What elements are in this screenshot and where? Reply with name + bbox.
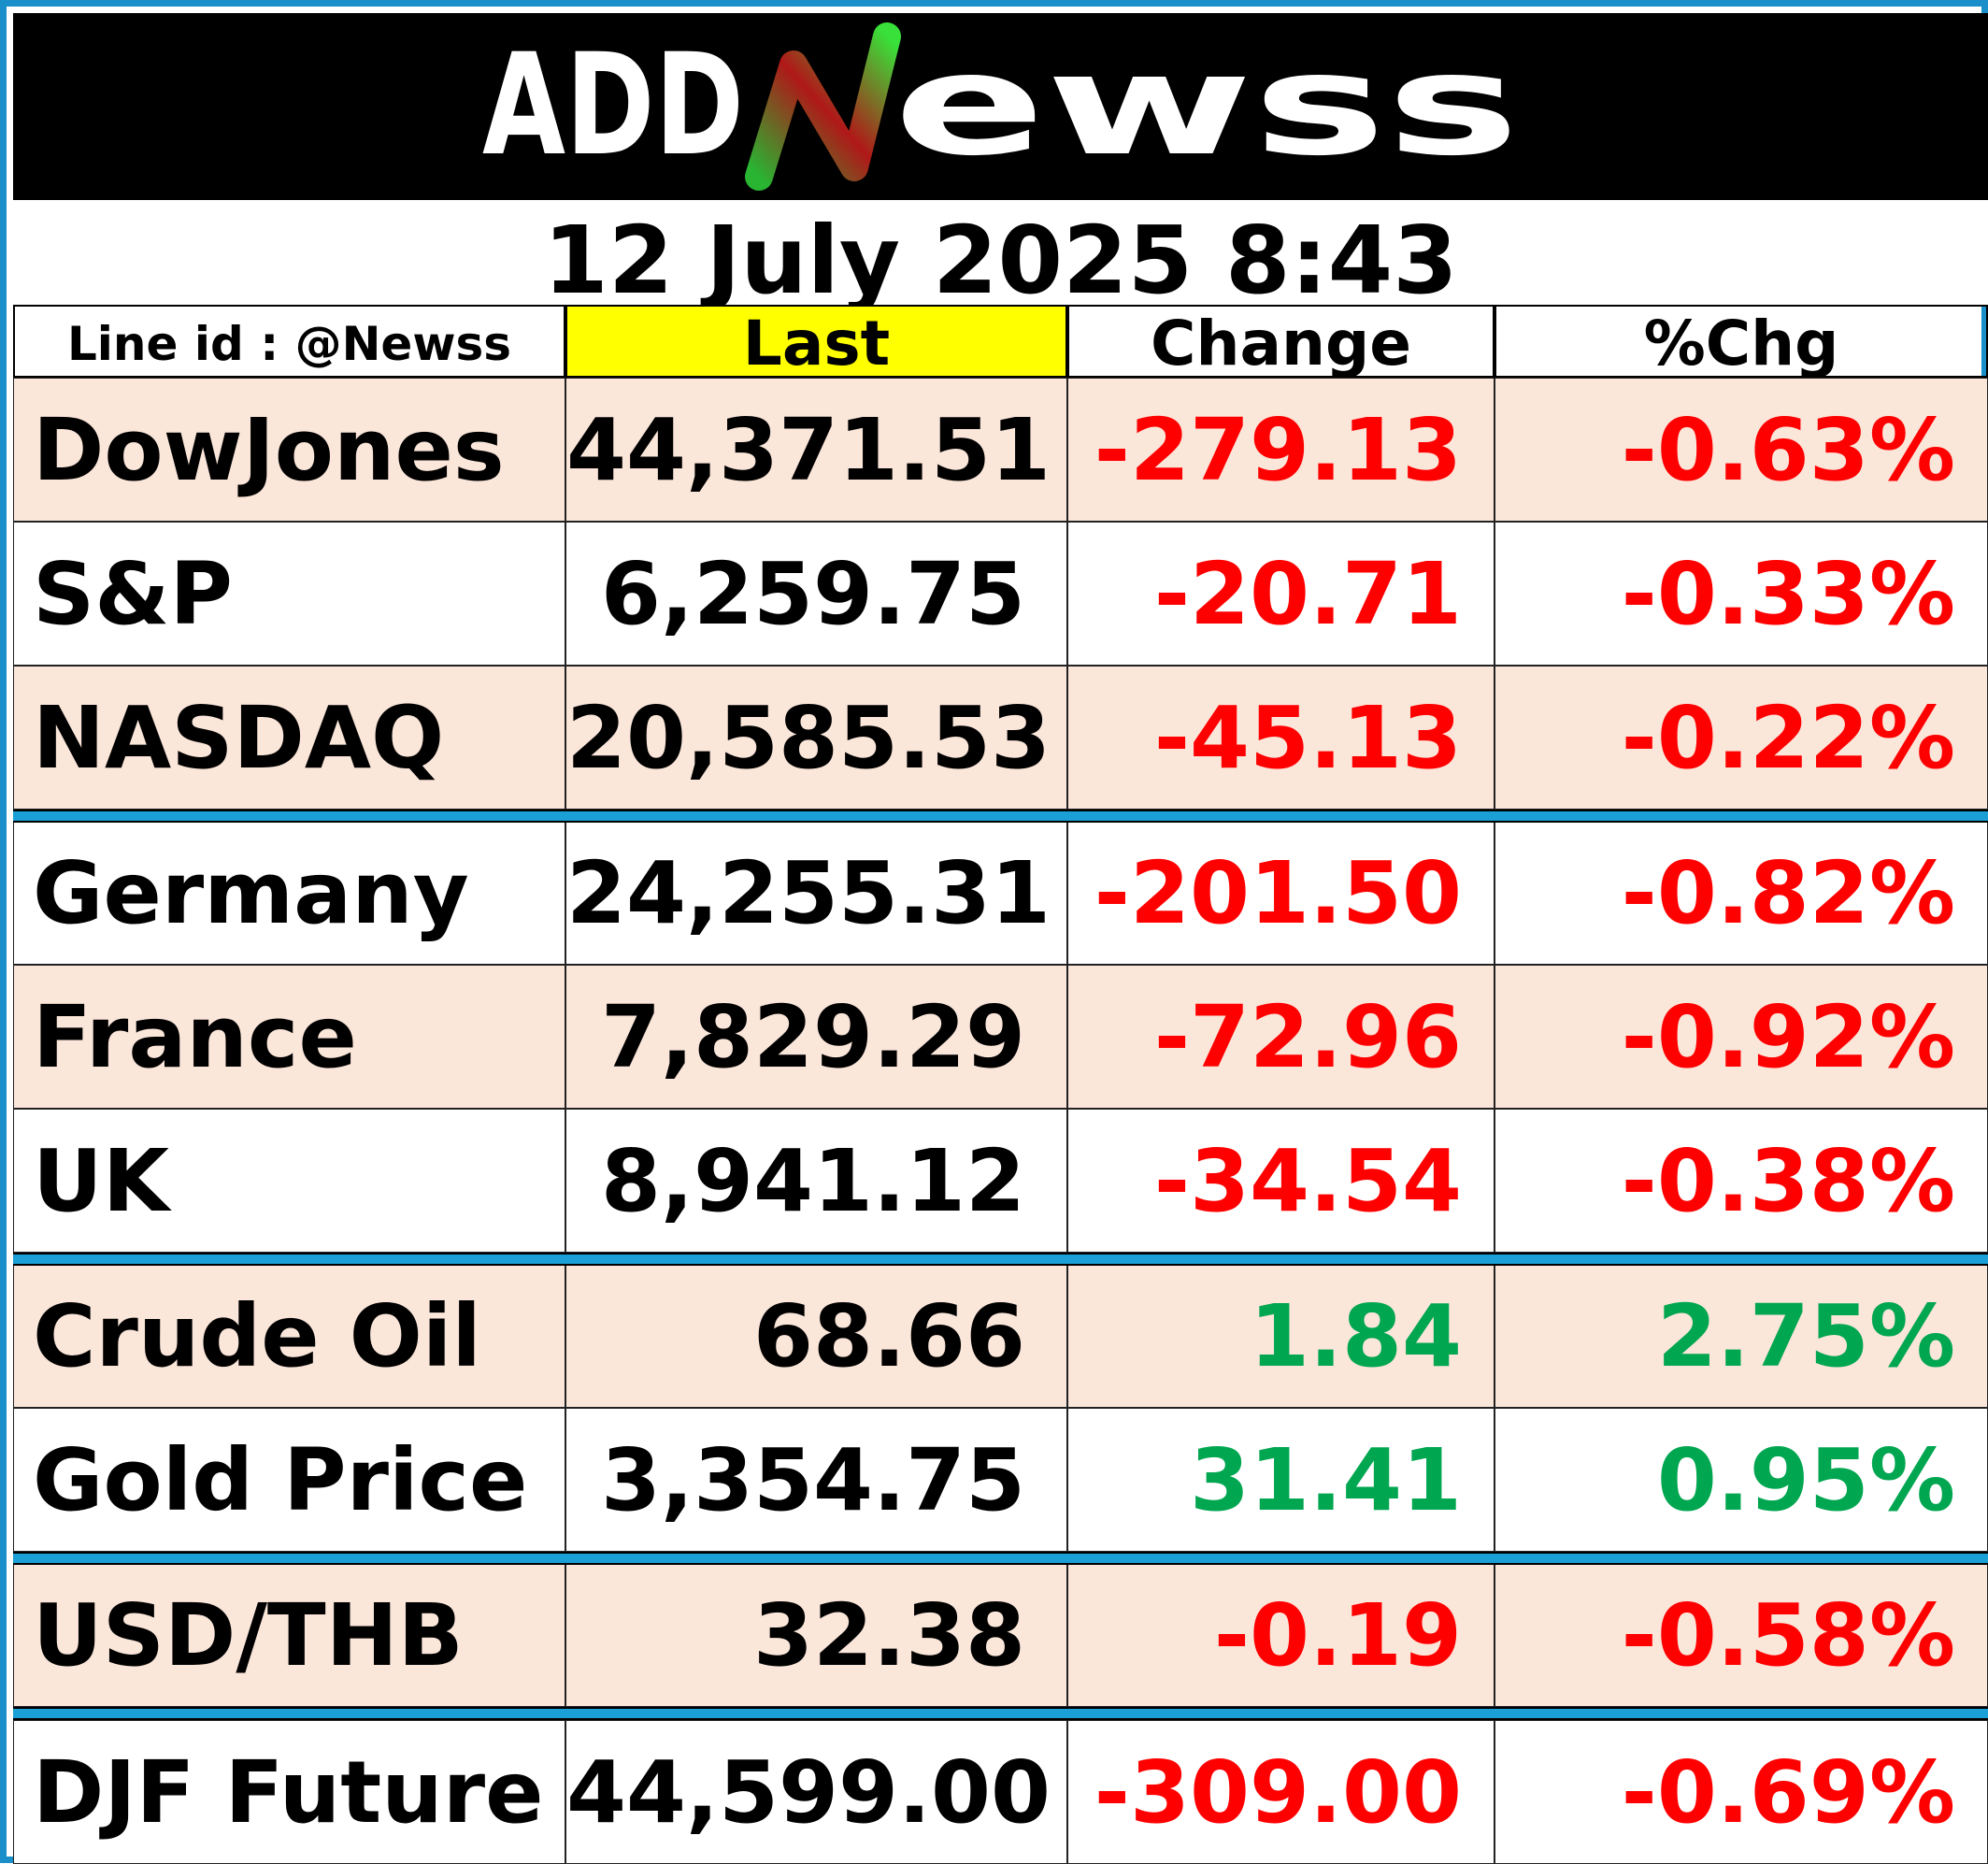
row-pct-change: -0.38%	[1495, 1109, 1988, 1253]
table-row: DowJones 44,371.51 -279.13 -0.63%	[13, 378, 1988, 522]
row-last: 32.38	[565, 1563, 1067, 1707]
section-separator	[13, 1552, 1988, 1565]
table-row: Crude Oil 68.66 1.84 2.75%	[13, 1264, 1988, 1408]
table-row: Gold Price 3,354.75 31.41 0.95%	[13, 1408, 1988, 1552]
table-row: Germany 24,255.31 -201.50 -0.82%	[13, 821, 1988, 965]
row-pct-change: -0.33%	[1495, 522, 1988, 666]
row-pct-change: 0.95%	[1495, 1408, 1988, 1552]
row-last: 8,941.12	[565, 1109, 1067, 1253]
row-change: -279.13	[1067, 378, 1495, 522]
addnewss-logo: ADD ewss	[482, 22, 1520, 191]
row-name: DJF Future	[13, 1720, 565, 1864]
row-name: S&P	[13, 522, 565, 666]
header-change: Change	[1067, 305, 1495, 378]
row-name: Germany	[13, 821, 565, 965]
logo-letter-n-graphic	[745, 22, 901, 191]
table-row: USD/THB 32.38 -0.19 -0.58%	[13, 1563, 1988, 1707]
row-last: 6,259.75	[565, 522, 1067, 666]
row-change: -309.00	[1067, 1720, 1495, 1864]
section-separator	[13, 1253, 1988, 1266]
row-name: Crude Oil	[13, 1264, 565, 1408]
row-last: 7,829.29	[565, 965, 1067, 1109]
header-last: Last	[565, 305, 1067, 378]
row-name: DowJones	[13, 378, 565, 522]
table-row: DJF Future 44,599.00 -309.00 -0.69%	[13, 1720, 1988, 1864]
row-name: Gold Price	[13, 1408, 565, 1552]
table-row: NASDAQ 20,585.53 -45.13 -0.22%	[13, 666, 1988, 810]
row-pct-change: -0.22%	[1495, 666, 1988, 810]
row-pct-change: -0.82%	[1495, 821, 1988, 965]
row-pct-change: -0.58%	[1495, 1563, 1988, 1707]
date-time: 12 July 2025 8:43	[543, 206, 1458, 305]
row-change: 31.41	[1067, 1408, 1495, 1552]
row-change: -0.19	[1067, 1563, 1495, 1707]
table-row: France 7,829.29 -72.96 -0.92%	[13, 965, 1988, 1109]
date-time-bar: 12 July 2025 8:43	[13, 200, 1988, 305]
header-pct-change: %Chg	[1495, 305, 1988, 378]
row-change: -20.71	[1067, 522, 1495, 666]
table-row: S&P 6,259.75 -20.71 -0.33%	[13, 522, 1988, 666]
row-change: 1.84	[1067, 1264, 1495, 1408]
row-pct-change: -0.69%	[1495, 1720, 1988, 1864]
header-line-id: Line id : @Newss	[13, 305, 565, 378]
column-headers: Line id : @Newss Last Change %Chg	[13, 305, 1988, 378]
logo-text-right: ewss	[894, 24, 1520, 187]
logo-banner: ADD ewss	[13, 13, 1988, 200]
row-last: 3,354.75	[565, 1408, 1067, 1552]
logo-text-left: ADD	[482, 24, 744, 187]
table-row: UK 8,941.12 -34.54 -0.38%	[13, 1109, 1988, 1253]
row-last: 44,599.00	[565, 1720, 1067, 1864]
row-change: -72.96	[1067, 965, 1495, 1109]
section-separator	[13, 810, 1988, 823]
section-separator	[13, 1707, 1988, 1720]
row-name: NASDAQ	[13, 666, 565, 810]
row-pct-change: -0.63%	[1495, 378, 1988, 522]
row-pct-change: -0.92%	[1495, 965, 1988, 1109]
row-last: 20,585.53	[565, 666, 1067, 810]
row-last: 24,255.31	[565, 821, 1067, 965]
row-name: USD/THB	[13, 1563, 565, 1707]
row-change: -45.13	[1067, 666, 1495, 810]
row-change: -201.50	[1067, 821, 1495, 965]
row-pct-change: 2.75%	[1495, 1264, 1988, 1408]
row-name: UK	[13, 1109, 565, 1253]
row-name: France	[13, 965, 565, 1109]
row-last: 44,371.51	[565, 378, 1067, 522]
row-change: -34.54	[1067, 1109, 1495, 1253]
row-last: 68.66	[565, 1264, 1067, 1408]
